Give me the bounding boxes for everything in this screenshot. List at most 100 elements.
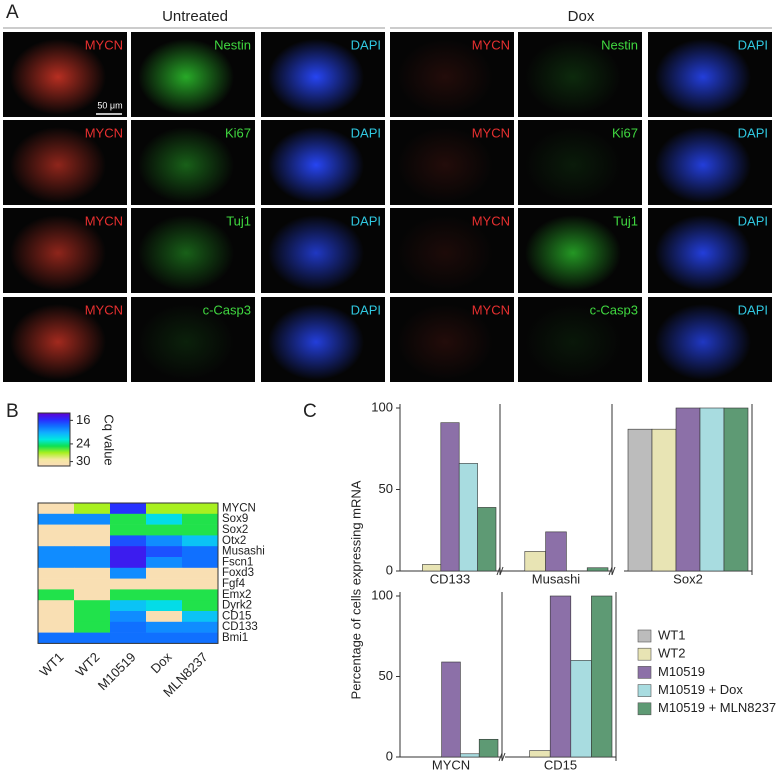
x-tick-label: Sox2 bbox=[673, 571, 703, 586]
colorbar-strip bbox=[38, 420, 70, 422]
stain-label: Tuj1 bbox=[613, 213, 638, 228]
bar bbox=[545, 531, 567, 572]
heatmap-cell bbox=[38, 524, 75, 536]
heatmap-cell bbox=[74, 535, 111, 547]
colorbar-strip bbox=[38, 426, 70, 428]
colorbar-strip bbox=[38, 449, 70, 451]
heatmap-cell bbox=[182, 578, 219, 590]
bar bbox=[458, 463, 478, 572]
bar bbox=[440, 422, 460, 572]
colorbar-tick-label: 16 bbox=[76, 412, 90, 427]
heatmap-cell bbox=[110, 621, 147, 633]
heatmap-cell bbox=[146, 513, 183, 525]
heatmap-cell bbox=[146, 578, 183, 590]
heatmap-cell bbox=[74, 557, 111, 569]
image-grid: MYCN Nestin DAPI MYCN Nestin DAPI MYCN Ki67 DAPI… bbox=[3, 32, 772, 382]
colorbar-strip bbox=[38, 456, 70, 458]
heatmap-cell bbox=[110, 578, 147, 590]
cell-cluster bbox=[138, 304, 234, 380]
colorbar-strip bbox=[38, 417, 70, 419]
colorbar-strip bbox=[38, 454, 70, 456]
colorbar-strip bbox=[38, 444, 70, 446]
colorbar-strip bbox=[38, 416, 70, 418]
colorbar-strip bbox=[38, 445, 70, 447]
heatmap-cell bbox=[74, 567, 111, 579]
legend-swatch bbox=[637, 684, 652, 697]
colorbar-strip bbox=[38, 423, 70, 425]
heatmap-cell bbox=[110, 557, 147, 569]
y-tick-label: 0 bbox=[386, 748, 393, 763]
stain-label: MYCN bbox=[85, 125, 123, 140]
heatmap-cell bbox=[146, 632, 183, 644]
heatmap-cell bbox=[110, 503, 147, 515]
heatmap-cell bbox=[182, 513, 219, 525]
stain-label: MYCN bbox=[85, 302, 123, 317]
colorbar-strip bbox=[38, 428, 70, 430]
colorbar-strip bbox=[38, 433, 70, 435]
heatmap-cell bbox=[146, 503, 183, 515]
row-label: Emx2 bbox=[222, 589, 251, 601]
bar bbox=[529, 750, 551, 758]
colorbar-strip bbox=[38, 464, 70, 466]
heatmap-cell bbox=[110, 632, 147, 644]
row-label: MYCN bbox=[222, 502, 256, 514]
heatmap-cell bbox=[74, 503, 111, 515]
axis-break bbox=[611, 566, 616, 576]
heatmap-cell bbox=[38, 621, 75, 633]
heatmap-cell bbox=[74, 546, 111, 558]
stain-label: DAPI bbox=[738, 125, 768, 140]
stain-label: DAPI bbox=[351, 213, 381, 228]
row-label: Musashi bbox=[222, 546, 265, 558]
y-tick-label: 0 bbox=[386, 562, 393, 577]
heatmap-cell bbox=[38, 546, 75, 558]
colorbar-strip bbox=[38, 429, 70, 431]
row-label: Sox9 bbox=[222, 513, 248, 525]
panel-letter: C bbox=[303, 401, 317, 422]
heatmap: B 16 24 30 Cq value MYCNSox9Sox2Otx2MusashiFs… bbox=[6, 401, 265, 700]
colorbar-strip bbox=[38, 455, 70, 457]
colorbar-strip bbox=[38, 418, 70, 420]
stain-label: DAPI bbox=[738, 213, 768, 228]
scale-bar-label: 50 μm bbox=[97, 100, 122, 110]
axis-break bbox=[608, 566, 613, 576]
cell-cluster bbox=[268, 304, 364, 380]
colorbar-strip bbox=[38, 446, 70, 448]
heatmap-frame bbox=[37, 502, 219, 644]
colorbar-strip bbox=[38, 432, 70, 434]
stain-label: MYCN bbox=[472, 302, 510, 317]
y-tick-label: 50 bbox=[379, 668, 393, 683]
colorbar-strip bbox=[38, 421, 70, 423]
bar bbox=[651, 428, 677, 572]
column-label: WT1 bbox=[37, 649, 67, 679]
colorbar-strip bbox=[38, 457, 70, 459]
cell-cluster bbox=[397, 127, 493, 203]
heatmap-cell bbox=[38, 578, 75, 590]
heatmap-cell bbox=[110, 513, 147, 525]
cell-cluster bbox=[268, 215, 364, 291]
heatmap-cell bbox=[146, 589, 183, 601]
legend-label: M10519 + MLN8237 bbox=[658, 700, 776, 715]
colorbar-strip bbox=[38, 442, 70, 444]
bar bbox=[524, 551, 546, 572]
colorbar-strip bbox=[38, 415, 70, 417]
cell-cluster bbox=[268, 39, 364, 115]
colorbar-strip bbox=[38, 419, 70, 421]
stain-label: MYCN bbox=[472, 37, 510, 52]
heatmap-cell bbox=[74, 524, 111, 536]
colorbar-strip bbox=[38, 437, 70, 439]
colorbar-strip bbox=[38, 460, 70, 462]
x-tick-label: CD133 bbox=[430, 571, 470, 586]
cell-cluster bbox=[138, 127, 234, 203]
stain-label: MYCN bbox=[472, 125, 510, 140]
colorbar-strip bbox=[38, 458, 70, 460]
cell-cluster bbox=[10, 215, 106, 291]
bar bbox=[591, 595, 613, 758]
heatmap-cell bbox=[110, 589, 147, 601]
cell-cluster bbox=[525, 304, 621, 380]
bar-chart: C Percentage of cells expressing mRNA 0 50 1… bbox=[303, 399, 776, 772]
stain-label: c-Casp3 bbox=[203, 302, 251, 317]
stain-label: Nestin bbox=[214, 37, 251, 52]
heatmap-cell bbox=[110, 535, 147, 547]
heatmap-cell bbox=[38, 535, 75, 547]
stain-label: DAPI bbox=[351, 37, 381, 52]
